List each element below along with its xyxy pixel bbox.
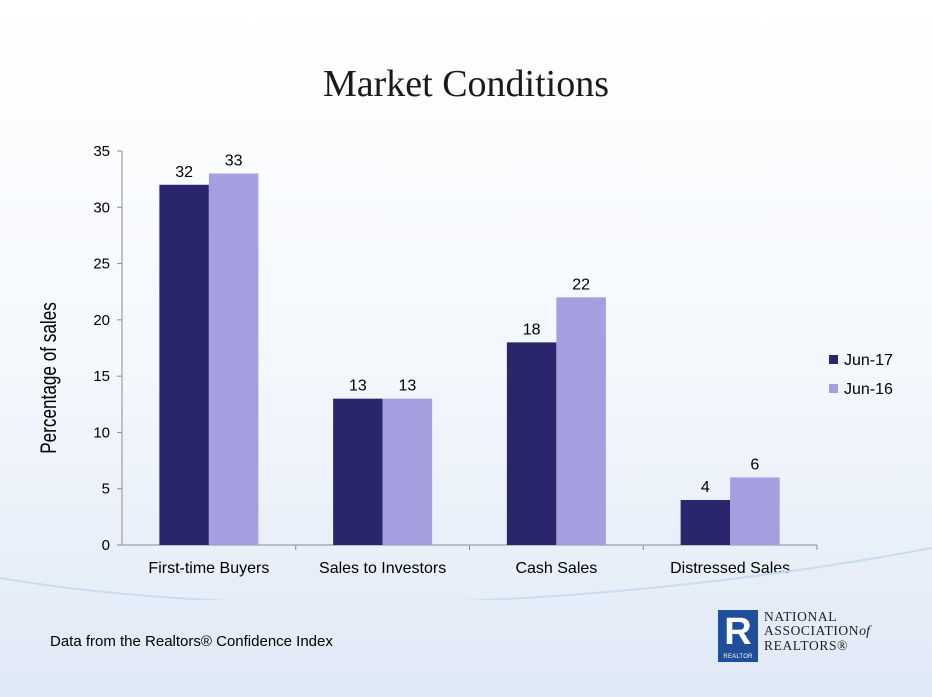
logo-mark-tag: REALTOR xyxy=(723,654,753,660)
legend-label: Jun-17 xyxy=(844,352,893,369)
bar-chart: 0 5 10 15 20 25 30 35 Percentage of sales 32 33 Fir… xyxy=(0,143,932,600)
x-tick-label: Cash Sales xyxy=(515,560,597,577)
footnote: Data from the Realtors® Confidence Index xyxy=(50,633,333,650)
data-label: 13 xyxy=(398,378,416,395)
logo-wordmark: NATIONAL ASSOCIATIONof REALTORS® xyxy=(764,610,914,653)
slide-title: Market Conditions xyxy=(322,63,610,105)
y-tick-label: 10 xyxy=(93,424,110,441)
data-label: 32 xyxy=(175,164,193,181)
bar-jun-16 xyxy=(556,297,606,545)
bar-jun-16 xyxy=(730,477,780,545)
data-label: 22 xyxy=(572,276,590,293)
data-label: 33 xyxy=(225,153,243,170)
decorative-swoosh xyxy=(0,547,932,600)
y-axis-title: Percentage of sales xyxy=(37,302,62,454)
bar-jun-16 xyxy=(382,398,433,545)
logo-line-realtors: REALTORS® xyxy=(764,638,848,653)
bar-jun-17 xyxy=(159,184,209,545)
y-tick-label: 25 xyxy=(93,256,110,273)
bar-jun-17 xyxy=(506,342,557,545)
x-tick-label: Distressed Sales xyxy=(670,560,790,577)
logo-line-national: NATIONAL xyxy=(764,609,838,624)
y-tick-label: 20 xyxy=(93,312,110,329)
nar-logo: R REALTOR NATIONAL ASSOCIATIONof REALTOR… xyxy=(718,610,908,662)
x-tick-label: Sales to Investors xyxy=(319,560,446,577)
y-tick-label: 35 xyxy=(93,143,110,160)
logo-of-text: of xyxy=(859,624,870,639)
x-tick-label: First-time Buyers xyxy=(148,560,269,577)
realtor-r-mark-icon: R REALTOR xyxy=(718,610,758,662)
y-tick-label: 0 xyxy=(102,537,110,554)
data-label: 18 xyxy=(523,321,541,338)
bar-jun-17 xyxy=(680,499,731,545)
logo-mark-letter: R xyxy=(724,611,752,653)
y-tick-label: 15 xyxy=(93,368,110,385)
legend-swatch xyxy=(829,384,838,393)
logo-association-text: ASSOCIATION xyxy=(764,623,860,638)
bar-jun-16 xyxy=(208,173,259,545)
logo-line-association: ASSOCIATIONof xyxy=(764,624,914,639)
data-label: 13 xyxy=(349,378,367,395)
legend-label: Jun-16 xyxy=(844,381,893,398)
y-tick-label: 5 xyxy=(102,481,110,498)
y-tick-label: 30 xyxy=(93,199,110,216)
legend-swatch xyxy=(829,355,838,364)
bar-jun-17 xyxy=(333,398,383,545)
data-label: 6 xyxy=(750,456,759,473)
data-label: 4 xyxy=(701,479,710,496)
